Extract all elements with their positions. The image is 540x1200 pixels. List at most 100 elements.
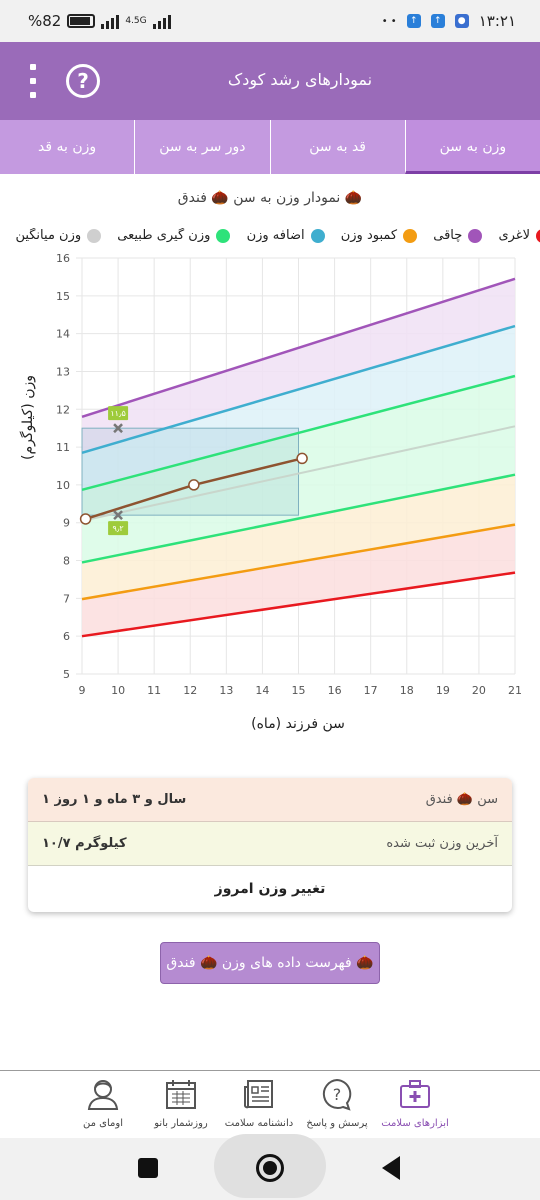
upload-icon: ↑ <box>406 14 421 28</box>
nav-item-profile[interactable]: اومای من <box>58 1077 148 1129</box>
signal-icon-2 <box>152 13 171 29</box>
age-label: سن 🌰 فندق <box>425 792 498 807</box>
y-tick-label: 14 <box>56 328 70 341</box>
age-row: ۱ سال و ۳ ماه و ۱ روز سن 🌰 فندق <box>28 778 512 822</box>
system-navigation-bar <box>0 1134 540 1200</box>
overflow-menu-icon[interactable] <box>26 64 40 98</box>
percentile-line <box>81 324 516 454</box>
more-notifications-icon: • • <box>381 15 397 27</box>
chart-legend: لاغری چاقی کمبود وزن اضافه وزن وزن گیری … <box>0 228 540 248</box>
y-tick-label: 9 <box>63 517 70 530</box>
weight-data-list-button[interactable]: فهرست داده های وزن 🌰 فندق 🌰 <box>160 942 380 984</box>
legend-item-thin[interactable]: لاغری <box>498 228 540 243</box>
legend-swatch <box>216 228 231 243</box>
question-bubble-icon: ? <box>322 1078 352 1111</box>
weight-for-age-chart: 9 10 11 12 13 14 15 16 17 18 19 20 21 5 6 7 8 9 10 11 12 13 14… <box>56 252 522 697</box>
legend-swatch <box>536 228 540 243</box>
help-icon[interactable]: ? <box>66 64 100 98</box>
legend-swatch <box>403 228 418 243</box>
tab-weight-for-height[interactable]: وزن به قد <box>38 139 97 155</box>
range-marker-label: ۱۱٫۵ <box>110 409 126 418</box>
legend-label: لاغری <box>498 228 530 243</box>
status-bar: %82 4.5G • • ↑ ↑ ● ۱۳:۲۱ <box>0 0 540 42</box>
network-type-label: 4.5G <box>125 16 147 26</box>
percentile-line <box>81 523 516 601</box>
percentile-band <box>82 278 515 453</box>
chart-title: نمودار وزن به سن 🌰 فندق 🌰 <box>177 190 363 206</box>
bottom-navigation: ابزارهای سلامت ? پرسش و پاسخ دانشنامه سل… <box>0 1070 540 1138</box>
legend-item-obese[interactable]: چاقی <box>433 228 483 243</box>
tab-height-for-age[interactable]: قد به سن <box>269 120 405 174</box>
nav-item-calendar[interactable]: روزشمار بانو <box>136 1077 226 1129</box>
nav-item-qa[interactable]: ? پرسش و پاسخ <box>292 1077 382 1129</box>
calendar-icon <box>166 1080 196 1109</box>
y-tick-label: 6 <box>63 630 70 643</box>
child-weight-point <box>188 479 200 491</box>
nav-label: دانشنامه سلامت <box>224 1118 294 1129</box>
home-icon[interactable] <box>256 1154 284 1182</box>
range-marker-badge <box>108 521 129 536</box>
nav-label: ابزارهای سلامت <box>381 1118 449 1129</box>
status-left: %82 4.5G <box>28 12 171 30</box>
range-marker-label: ۹٫۲ <box>112 524 123 533</box>
percentile-band <box>82 326 515 490</box>
age-value: ۱ سال و ۳ ماه و ۱ روز <box>42 792 187 807</box>
x-tick-label: 9 <box>79 684 86 697</box>
x-tick-label: 10 <box>111 684 125 697</box>
clock: ۱۳:۲۱ <box>478 12 516 30</box>
nav-item-health-tools[interactable]: ابزارهای سلامت <box>370 1077 460 1129</box>
first-aid-kit-icon <box>400 1080 430 1108</box>
nav-item-encyclopedia[interactable]: دانشنامه سلامت <box>214 1077 304 1129</box>
percentile-line <box>81 277 516 419</box>
y-tick-label: 15 <box>56 290 70 303</box>
percentile-line <box>81 473 516 564</box>
battery-text: %82 <box>28 12 62 30</box>
legend-label: کمبود وزن <box>340 228 398 243</box>
signal-icon <box>101 13 120 29</box>
back-icon[interactable] <box>382 1156 400 1180</box>
tab-weight-for-age[interactable]: وزن به سن <box>404 120 540 174</box>
y-tick-label: 5 <box>63 668 70 681</box>
x-tick-label: 15 <box>292 684 306 697</box>
app-bar: ? نمودارهای رشد کودک <box>0 42 540 120</box>
last-weight-row: ۱۰/۷ کیلوگرم آخرین وزن ثبت شده <box>28 822 512 866</box>
legend-item-overweight[interactable]: اضافه وزن <box>247 228 325 243</box>
x-tick-label: 21 <box>508 684 522 697</box>
nav-label: اومای من <box>83 1118 123 1129</box>
battery-icon <box>67 14 96 28</box>
tab-head-circumference-for-age[interactable]: دور سر به سن <box>134 120 269 174</box>
y-tick-label: 13 <box>56 365 70 378</box>
legend-label: وزن گیری طبیعی <box>117 228 211 243</box>
legend-swatch <box>87 228 102 243</box>
svg-text:?: ? <box>333 1085 342 1104</box>
y-tick-label: 10 <box>56 479 70 492</box>
child-weight-point <box>296 452 308 465</box>
x-tick-label: 18 <box>400 684 414 697</box>
y-tick-label: 7 <box>63 592 70 605</box>
x-tick-label: 14 <box>255 684 269 697</box>
y-tick-label: 11 <box>56 441 70 454</box>
change-weight-today-button[interactable]: تغییر وزن امروز <box>214 881 326 897</box>
legend-item-underweight[interactable]: کمبود وزن <box>340 228 418 243</box>
recents-icon[interactable] <box>138 1158 158 1178</box>
y-tick-label: 8 <box>63 555 70 568</box>
legend-item-average[interactable]: وزن میانگین <box>15 228 102 243</box>
y-axis-title: وزن (کیلوگرم) <box>20 375 36 460</box>
x-tick-label: 20 <box>472 684 486 697</box>
weight-info-card: ۱ سال و ۳ ماه و ۱ روز سن 🌰 فندق ۱۰/۷ کیل… <box>28 778 512 912</box>
x-tick-label: 12 <box>183 684 197 697</box>
nav-label: پرسش و پاسخ <box>306 1118 368 1129</box>
legend-item-normal[interactable]: وزن گیری طبیعی <box>117 228 231 243</box>
y-tick-label: 12 <box>56 403 70 416</box>
range-marker-cross <box>113 423 123 434</box>
last-weight-value: ۱۰/۷ کیلوگرم <box>42 836 127 851</box>
x-axis-title: سن فرزند (ماه) <box>251 716 345 732</box>
range-marker-badge <box>108 406 129 421</box>
x-tick-label: 13 <box>219 684 233 697</box>
legend-label: چاقی <box>433 228 463 243</box>
percentile-line <box>81 571 516 638</box>
chart-tabs: وزن به سن قد به سن دور سر به سن وزن به ق… <box>0 120 540 174</box>
newspaper-icon <box>244 1080 273 1109</box>
x-tick-label: 17 <box>364 684 378 697</box>
range-marker-cross <box>113 510 123 521</box>
